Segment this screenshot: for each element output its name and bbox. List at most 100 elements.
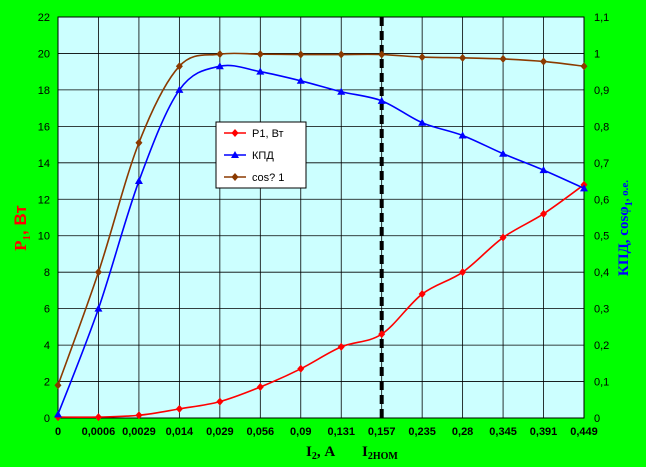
y-left-tick-label: 8 [44, 267, 50, 279]
series-point-0 [216, 397, 224, 406]
series-point-1 [296, 76, 305, 84]
x-tick-label: 0,0006 [82, 426, 116, 438]
series-point-0 [418, 290, 426, 299]
series-point-1 [215, 62, 224, 70]
x-tick-label: 0,09 [290, 426, 311, 438]
series-point-0 [540, 209, 548, 218]
y-right-tick-label: 0,5 [594, 231, 609, 243]
series-point-2 [459, 53, 467, 62]
x-tick-label: 0,28 [452, 426, 473, 438]
series-point-0 [94, 413, 102, 422]
x-tick-label: 0,056 [247, 426, 275, 438]
y-right-tick-label: 0,7 [594, 158, 609, 170]
series-point-1 [580, 184, 588, 192]
series-point-2 [216, 50, 224, 59]
series-point-1 [539, 166, 548, 174]
series-point-2 [499, 54, 507, 63]
series-point-1 [175, 85, 184, 93]
x-tick-label: 0,131 [327, 426, 355, 438]
y-left-tick-label: 16 [38, 121, 50, 133]
legend-label: cos? 1 [252, 172, 284, 184]
legend-swatch-marker [231, 129, 239, 137]
series-line-0 [57, 184, 585, 419]
y-left-tick-label: 14 [38, 158, 50, 170]
series-point-2 [135, 138, 143, 147]
legend: P1, Вт КПД cos? 1 [215, 121, 307, 189]
y-right-tick-label: 0,8 [594, 121, 609, 133]
series-point-1 [94, 304, 103, 312]
y-right-tick-label: 0,3 [594, 304, 609, 316]
series-layer [54, 50, 588, 422]
y-left-tick-label: 2 [44, 377, 50, 389]
series-point-2 [580, 62, 588, 71]
series-point-2 [540, 57, 548, 66]
ticks-layer: 024681012141618202200,10,20,30,40,50,60,… [38, 12, 610, 438]
x-axis-title: I2, А [306, 444, 335, 462]
x-tick-label: 0,235 [408, 426, 436, 438]
nominal-label: I2НОМ [362, 444, 398, 462]
x-axis-title-sub: 2 [312, 451, 317, 462]
series-point-0 [135, 411, 143, 420]
y-right-tick-label: 0,6 [594, 194, 609, 206]
series-point-1 [54, 410, 62, 418]
y-right-tick-label: 0,9 [594, 85, 609, 97]
y-right-tick-label: 0 [594, 413, 600, 425]
series-point-1 [134, 177, 143, 185]
right-axis-title: КПД, cosφ1, о.е. [616, 180, 635, 276]
legend-label: P1, Вт [252, 128, 284, 140]
left-axis-title: P1, Вт [11, 205, 33, 251]
series-point-0 [499, 233, 507, 242]
x-tick-label: 0 [55, 426, 61, 438]
legend-label: КПД [252, 150, 274, 162]
x-tick-label: 0,391 [530, 426, 558, 438]
x-axis-title-rest: , А [317, 444, 336, 460]
series-point-2 [378, 50, 386, 59]
y-left-tick-label: 10 [38, 231, 50, 243]
series-point-2 [54, 381, 62, 390]
left-axis-title-rest: , Вт [11, 205, 30, 235]
y-right-tick-label: 1,1 [594, 12, 609, 24]
x-tick-label: 0,449 [570, 426, 598, 438]
legend-swatch-marker [231, 173, 239, 181]
x-tick-label: 0,029 [206, 426, 234, 438]
nominal-label-sub: 2НОМ [368, 451, 399, 462]
y-left-tick-label: 22 [38, 12, 50, 24]
x-tick-label: 0,0029 [122, 426, 156, 438]
y-left-tick-label: 6 [44, 304, 50, 316]
series-point-2 [175, 62, 183, 71]
series-point-0 [337, 342, 345, 351]
series-point-1 [256, 67, 265, 75]
nominal-label-main: I [362, 444, 368, 460]
y-left-tick-label: 0 [44, 413, 50, 425]
series-point-0 [297, 364, 305, 373]
legend-items: P1, Вт КПД cos? 1 [224, 128, 284, 184]
y-right-tick-label: 0,2 [594, 340, 609, 352]
x-tick-label: 0,014 [166, 426, 194, 438]
series-point-2 [297, 50, 305, 59]
y-right-tick-label: 1 [594, 48, 600, 60]
series-point-1 [418, 118, 427, 126]
series-point-0 [175, 404, 183, 413]
x-axis-title-main: I [306, 444, 312, 460]
series-point-0 [256, 383, 264, 392]
x-tick-label: 0,157 [368, 426, 396, 438]
x-tick-label: 0,345 [489, 426, 517, 438]
series-point-1 [337, 87, 346, 95]
left-axis-title-sub: 1 [21, 235, 33, 241]
right-axis-title-phi: φ [616, 206, 632, 215]
y-right-tick-label: 0,1 [594, 377, 609, 389]
series-point-2 [94, 268, 102, 277]
series-point-1 [499, 149, 508, 157]
right-axis-title-sub: 1 [624, 201, 635, 206]
plot-area [57, 16, 585, 419]
y-left-tick-label: 4 [44, 340, 50, 352]
y-left-tick-label: 20 [38, 48, 50, 60]
series-point-2 [337, 50, 345, 59]
left-axis-title-main: P [11, 240, 30, 250]
series-point-1 [458, 131, 467, 139]
series-point-0 [378, 330, 386, 339]
right-axis-title-main: КПД, cos [616, 216, 632, 277]
y-left-tick-label: 12 [38, 194, 50, 206]
